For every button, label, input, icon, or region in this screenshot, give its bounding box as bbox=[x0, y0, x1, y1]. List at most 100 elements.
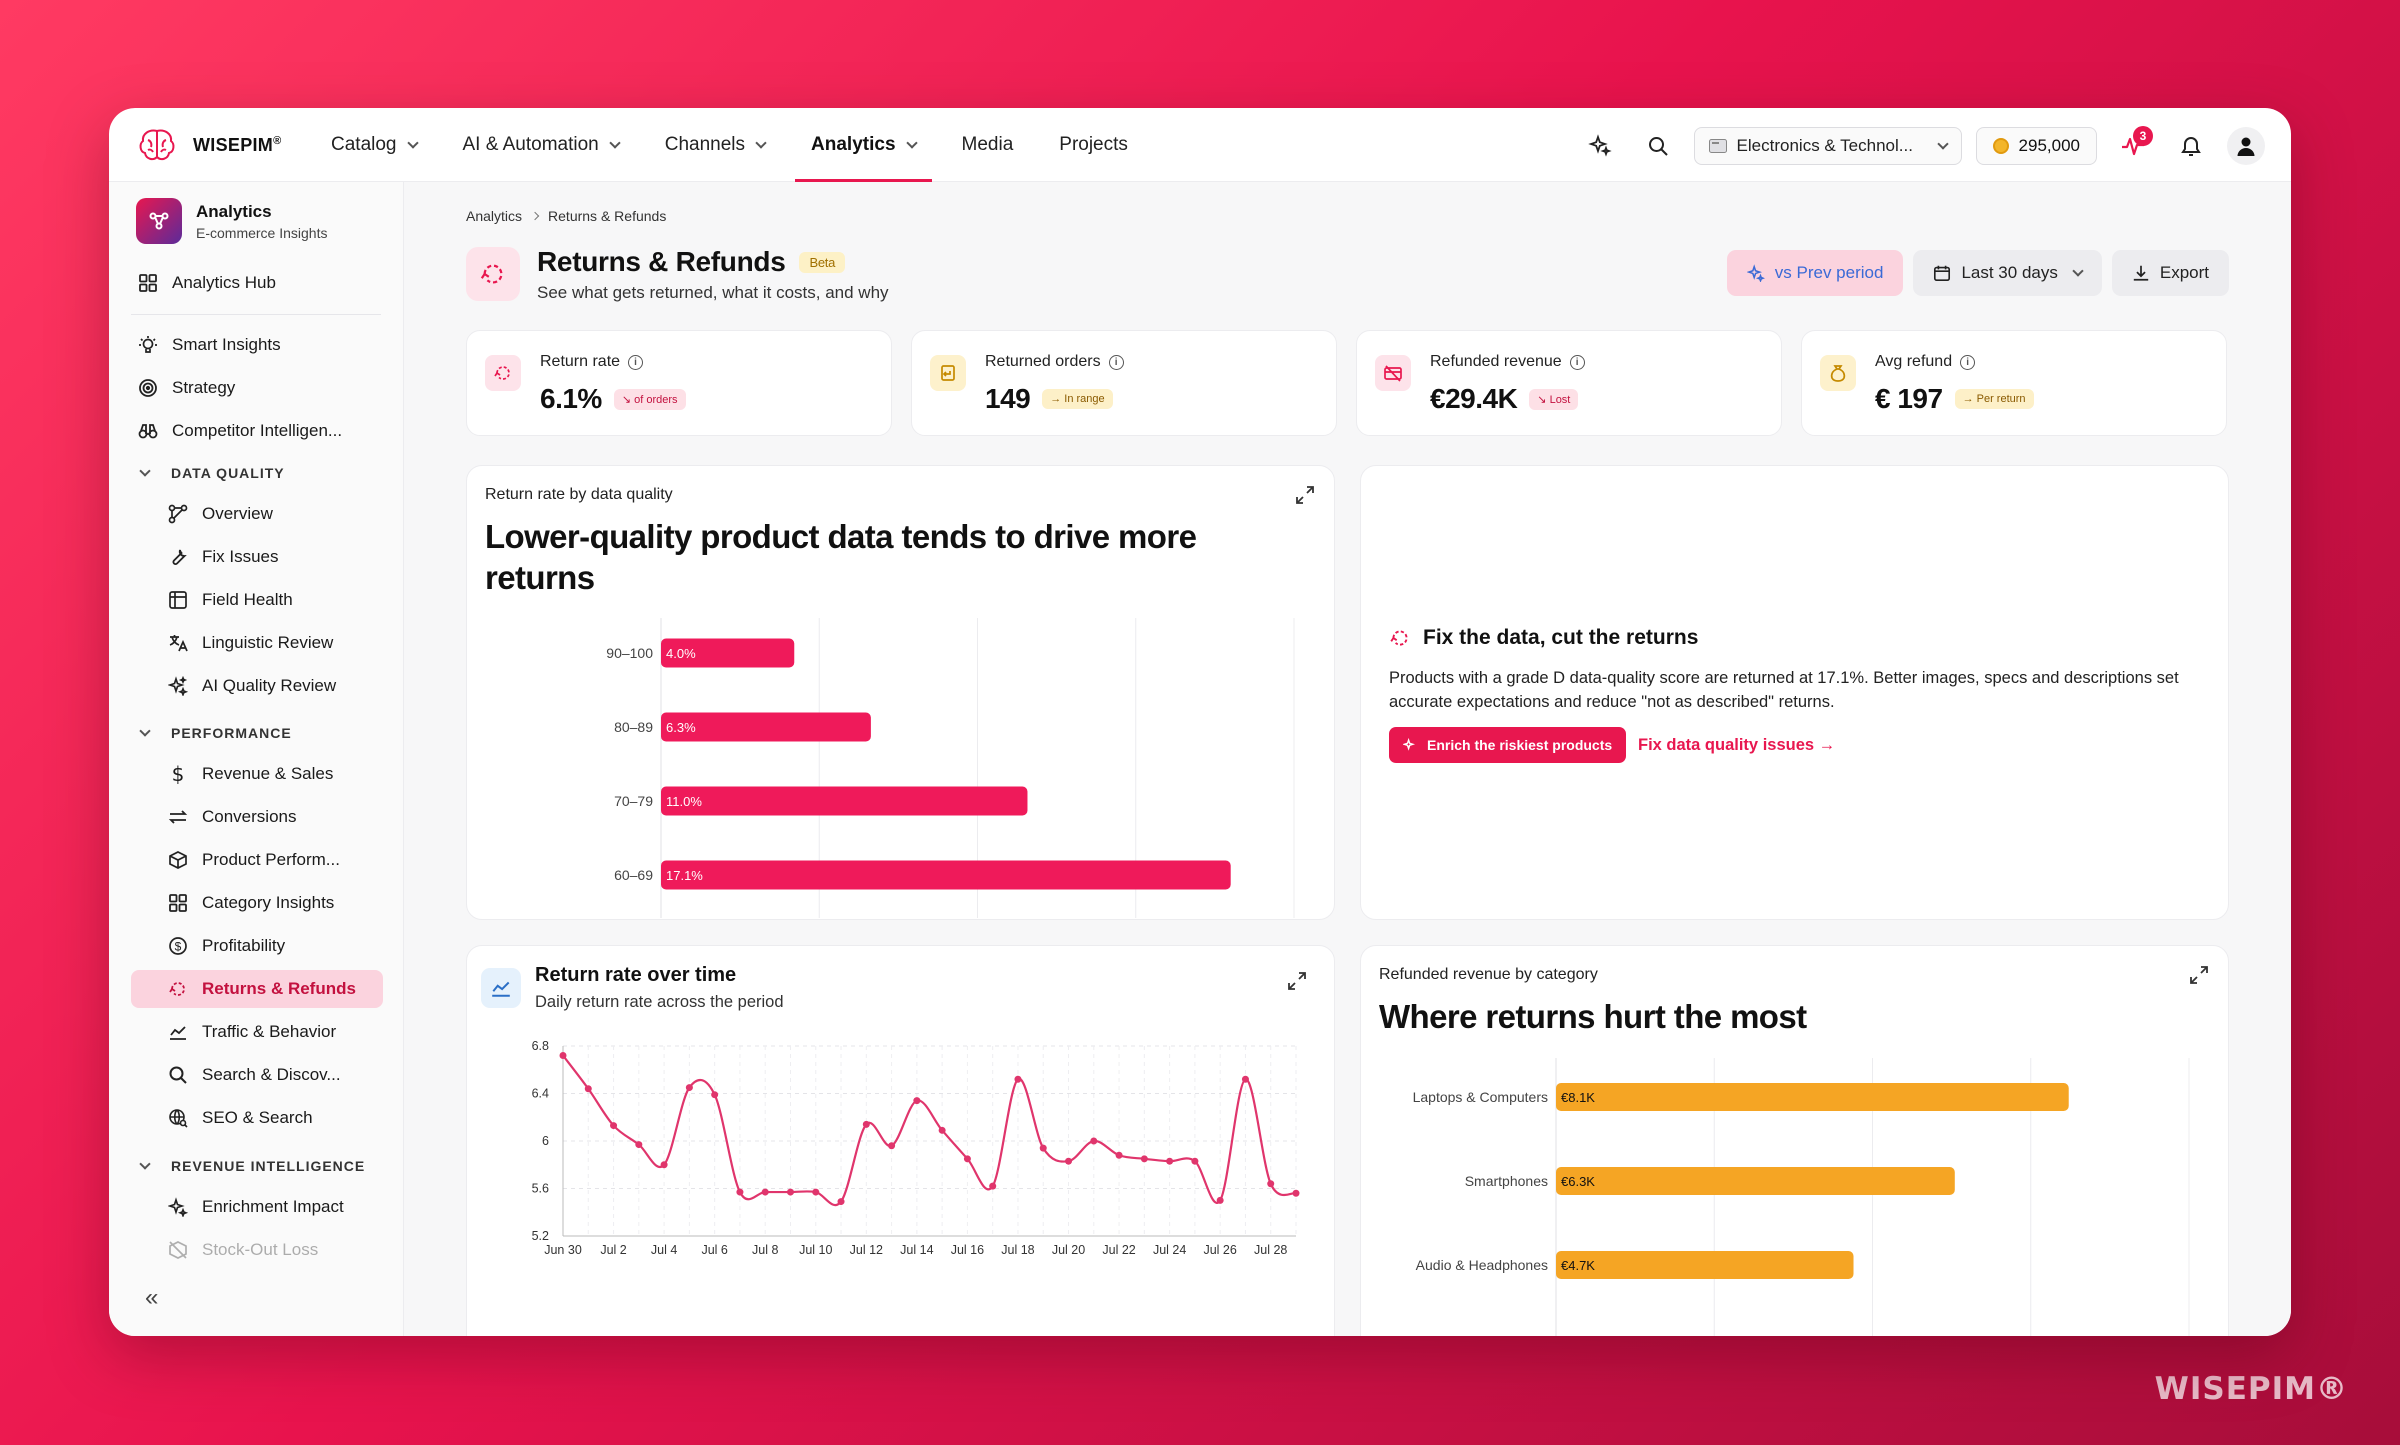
sidebar-item-seo-search[interactable]: SEO & Search bbox=[161, 1099, 381, 1137]
search-icon bbox=[168, 1065, 188, 1085]
card-off-icon bbox=[1375, 355, 1411, 391]
sidebar-item-enrichment-impact[interactable]: Enrichment Impact bbox=[161, 1188, 381, 1226]
category-label: Audio & Headphones bbox=[1416, 1257, 1548, 1273]
sidebar-item-product-performance[interactable]: Product Perform... bbox=[161, 841, 381, 879]
data-point bbox=[989, 1182, 997, 1190]
sidebar-item-field-health[interactable]: Field Health bbox=[161, 581, 381, 619]
data-point bbox=[862, 1120, 870, 1128]
sidebar-item-search-discovery[interactable]: Search & Discov... bbox=[161, 1056, 381, 1094]
sidebar-item-category-insights[interactable]: Category Insights bbox=[161, 884, 381, 922]
breadcrumb-link[interactable]: Analytics bbox=[466, 208, 523, 224]
nav-media[interactable]: Media bbox=[946, 108, 1030, 182]
sidebar-item-linguistic-review[interactable]: Linguistic Review bbox=[161, 624, 381, 662]
section-performance[interactable]: PERFORMANCE bbox=[139, 721, 292, 745]
sidebar-item-label: Category Insights bbox=[202, 893, 335, 912]
nav-channels[interactable]: Channels bbox=[649, 108, 781, 182]
section-revenue-intelligence[interactable]: REVENUE INTELLIGENCE bbox=[139, 1154, 365, 1178]
sidebar-item-analytics-hub[interactable]: Analytics Hub bbox=[131, 264, 381, 302]
notifications-button[interactable] bbox=[2169, 124, 2213, 168]
expand-icon[interactable] bbox=[1286, 970, 1308, 992]
kpi-refunded-revenue[interactable]: Refunded revenue i €29.4K ↘ Lost bbox=[1356, 330, 1782, 436]
sidebar-item-smart-insights[interactable]: Smart Insights bbox=[131, 326, 381, 364]
search-button[interactable] bbox=[1636, 124, 1680, 168]
brain-logo-icon bbox=[139, 129, 175, 161]
data-point bbox=[711, 1091, 719, 1099]
sidebar-item-stock-out-loss[interactable]: Stock-Out Loss bbox=[161, 1231, 381, 1269]
coin-dollar-icon: $ bbox=[168, 936, 188, 956]
sidebar-item-label: Traffic & Behavior bbox=[202, 1022, 337, 1041]
expand-icon[interactable] bbox=[1294, 484, 1316, 506]
return-icon bbox=[485, 355, 521, 391]
x-tick-label: Jun 30 bbox=[544, 1243, 582, 1257]
section-title: PERFORMANCE bbox=[171, 725, 292, 741]
kpi-returned-orders[interactable]: Returned orders i 149 → In range bbox=[911, 330, 1337, 436]
y-tick-label: 5.2 bbox=[532, 1229, 549, 1243]
nav-label: Projects bbox=[1059, 134, 1128, 155]
collapse-sidebar-button[interactable]: « bbox=[145, 1284, 159, 1311]
credits-balance[interactable]: 295,000 bbox=[1975, 127, 2097, 165]
sidebar-item-ai-quality-review[interactable]: AI Quality Review bbox=[161, 667, 381, 705]
sidebar-item-revenue-sales[interactable]: $ Revenue & Sales bbox=[161, 755, 381, 793]
chevron-down-icon bbox=[2072, 264, 2084, 277]
info-icon[interactable]: i bbox=[1960, 354, 1976, 370]
sidebar-item-overview[interactable]: Overview bbox=[161, 495, 381, 533]
activity-button[interactable]: 3 bbox=[2111, 124, 2155, 168]
calendar-icon bbox=[1934, 265, 1951, 282]
section-data-quality[interactable]: DATA QUALITY bbox=[139, 461, 285, 485]
date-range-button[interactable]: Last 30 days bbox=[1913, 250, 2102, 296]
data-point bbox=[1039, 1144, 1047, 1152]
nav-catalog[interactable]: Catalog bbox=[315, 108, 433, 182]
logo[interactable]: WISEPIM® bbox=[137, 126, 282, 164]
sidebar-item-returns-refunds[interactable]: Returns & Refunds bbox=[131, 970, 383, 1008]
sidebar-header: Analytics E-commerce Insights bbox=[136, 198, 327, 244]
kpi-return-rate[interactable]: Return rate i 6.1% ↘ of orders bbox=[466, 330, 892, 436]
sidebar-item-conversions[interactable]: Conversions bbox=[161, 798, 381, 836]
bar-value-label: 11.0% bbox=[666, 794, 702, 809]
data-point bbox=[559, 1052, 567, 1059]
bar bbox=[1556, 1251, 1854, 1279]
compare-period-button[interactable]: vs Prev period bbox=[1726, 250, 1904, 296]
data-point bbox=[660, 1161, 668, 1169]
enrich-riskiest-button[interactable]: Enrich the riskiest products bbox=[1389, 727, 1627, 763]
card-headline: Where returns hurt the most bbox=[1379, 998, 1807, 1035]
bar bbox=[661, 860, 1231, 890]
chevron-down-icon bbox=[139, 464, 151, 477]
bar bbox=[1556, 1167, 1955, 1195]
user-avatar[interactable] bbox=[2227, 127, 2265, 165]
export-button[interactable]: Export bbox=[2111, 250, 2229, 296]
data-point bbox=[685, 1084, 693, 1092]
sidebar-item-competitor-intelligence[interactable]: Competitor Intelligen... bbox=[131, 412, 381, 450]
ai-sparkles-button[interactable] bbox=[1578, 124, 1622, 168]
credits-value: 295,000 bbox=[2018, 136, 2080, 155]
sidebar-item-traffic-behavior[interactable]: Traffic & Behavior bbox=[161, 1013, 381, 1051]
store-selector[interactable]: Electronics & Technol... bbox=[1693, 127, 1962, 165]
expand-icon[interactable] bbox=[2188, 964, 2210, 986]
page-subtitle: See what gets returned, what it costs, a… bbox=[537, 283, 889, 302]
x-tick-label: Jul 14 bbox=[900, 1243, 933, 1257]
info-icon[interactable]: i bbox=[628, 354, 644, 370]
sidebar-item-profitability[interactable]: $ Profitability bbox=[161, 927, 381, 965]
category-bar-chart: Laptops & Computers €8.1K Smartphones €6.3K… bbox=[1413, 1058, 2190, 1336]
nav-analytics[interactable]: Analytics bbox=[795, 108, 933, 182]
info-icon[interactable]: i bbox=[1108, 354, 1124, 370]
page-title: Returns & Refunds Beta bbox=[537, 246, 846, 278]
cube-icon bbox=[168, 850, 188, 870]
info-icon[interactable]: i bbox=[1569, 354, 1585, 370]
button-label: vs Prev period bbox=[1774, 263, 1884, 282]
category-label: 60–69 bbox=[614, 867, 653, 883]
kpi-tag: → Per return bbox=[1954, 389, 2034, 409]
sidebar-item-fix-issues[interactable]: Fix Issues bbox=[161, 538, 381, 576]
quality-bar-chart: 90–100 4.0% 80–89 6.3% 70–79 11.0% 60–69 17.1% bbox=[606, 618, 1295, 918]
nav-projects[interactable]: Projects bbox=[1043, 108, 1144, 182]
x-tick-label: Jul 28 bbox=[1254, 1243, 1287, 1257]
nav-ai-automation[interactable]: AI & Automation bbox=[447, 108, 635, 182]
sidebar-item-strategy[interactable]: Strategy bbox=[131, 369, 381, 407]
data-point bbox=[761, 1188, 769, 1196]
main-content: Analytics Returns & Refunds Returns & Re… bbox=[404, 182, 2291, 1336]
fix-quality-link[interactable]: Fix data quality issues → bbox=[1638, 736, 1836, 754]
kpi-tag: ↘ of orders bbox=[613, 388, 686, 410]
sidebar-item-label: Competitor Intelligen... bbox=[172, 421, 343, 440]
kpi-avg-refund[interactable]: Avg refund i € 197 → Per return bbox=[1801, 330, 2227, 436]
trend-line-icon bbox=[168, 1022, 188, 1042]
nav-label: Media bbox=[961, 134, 1014, 155]
